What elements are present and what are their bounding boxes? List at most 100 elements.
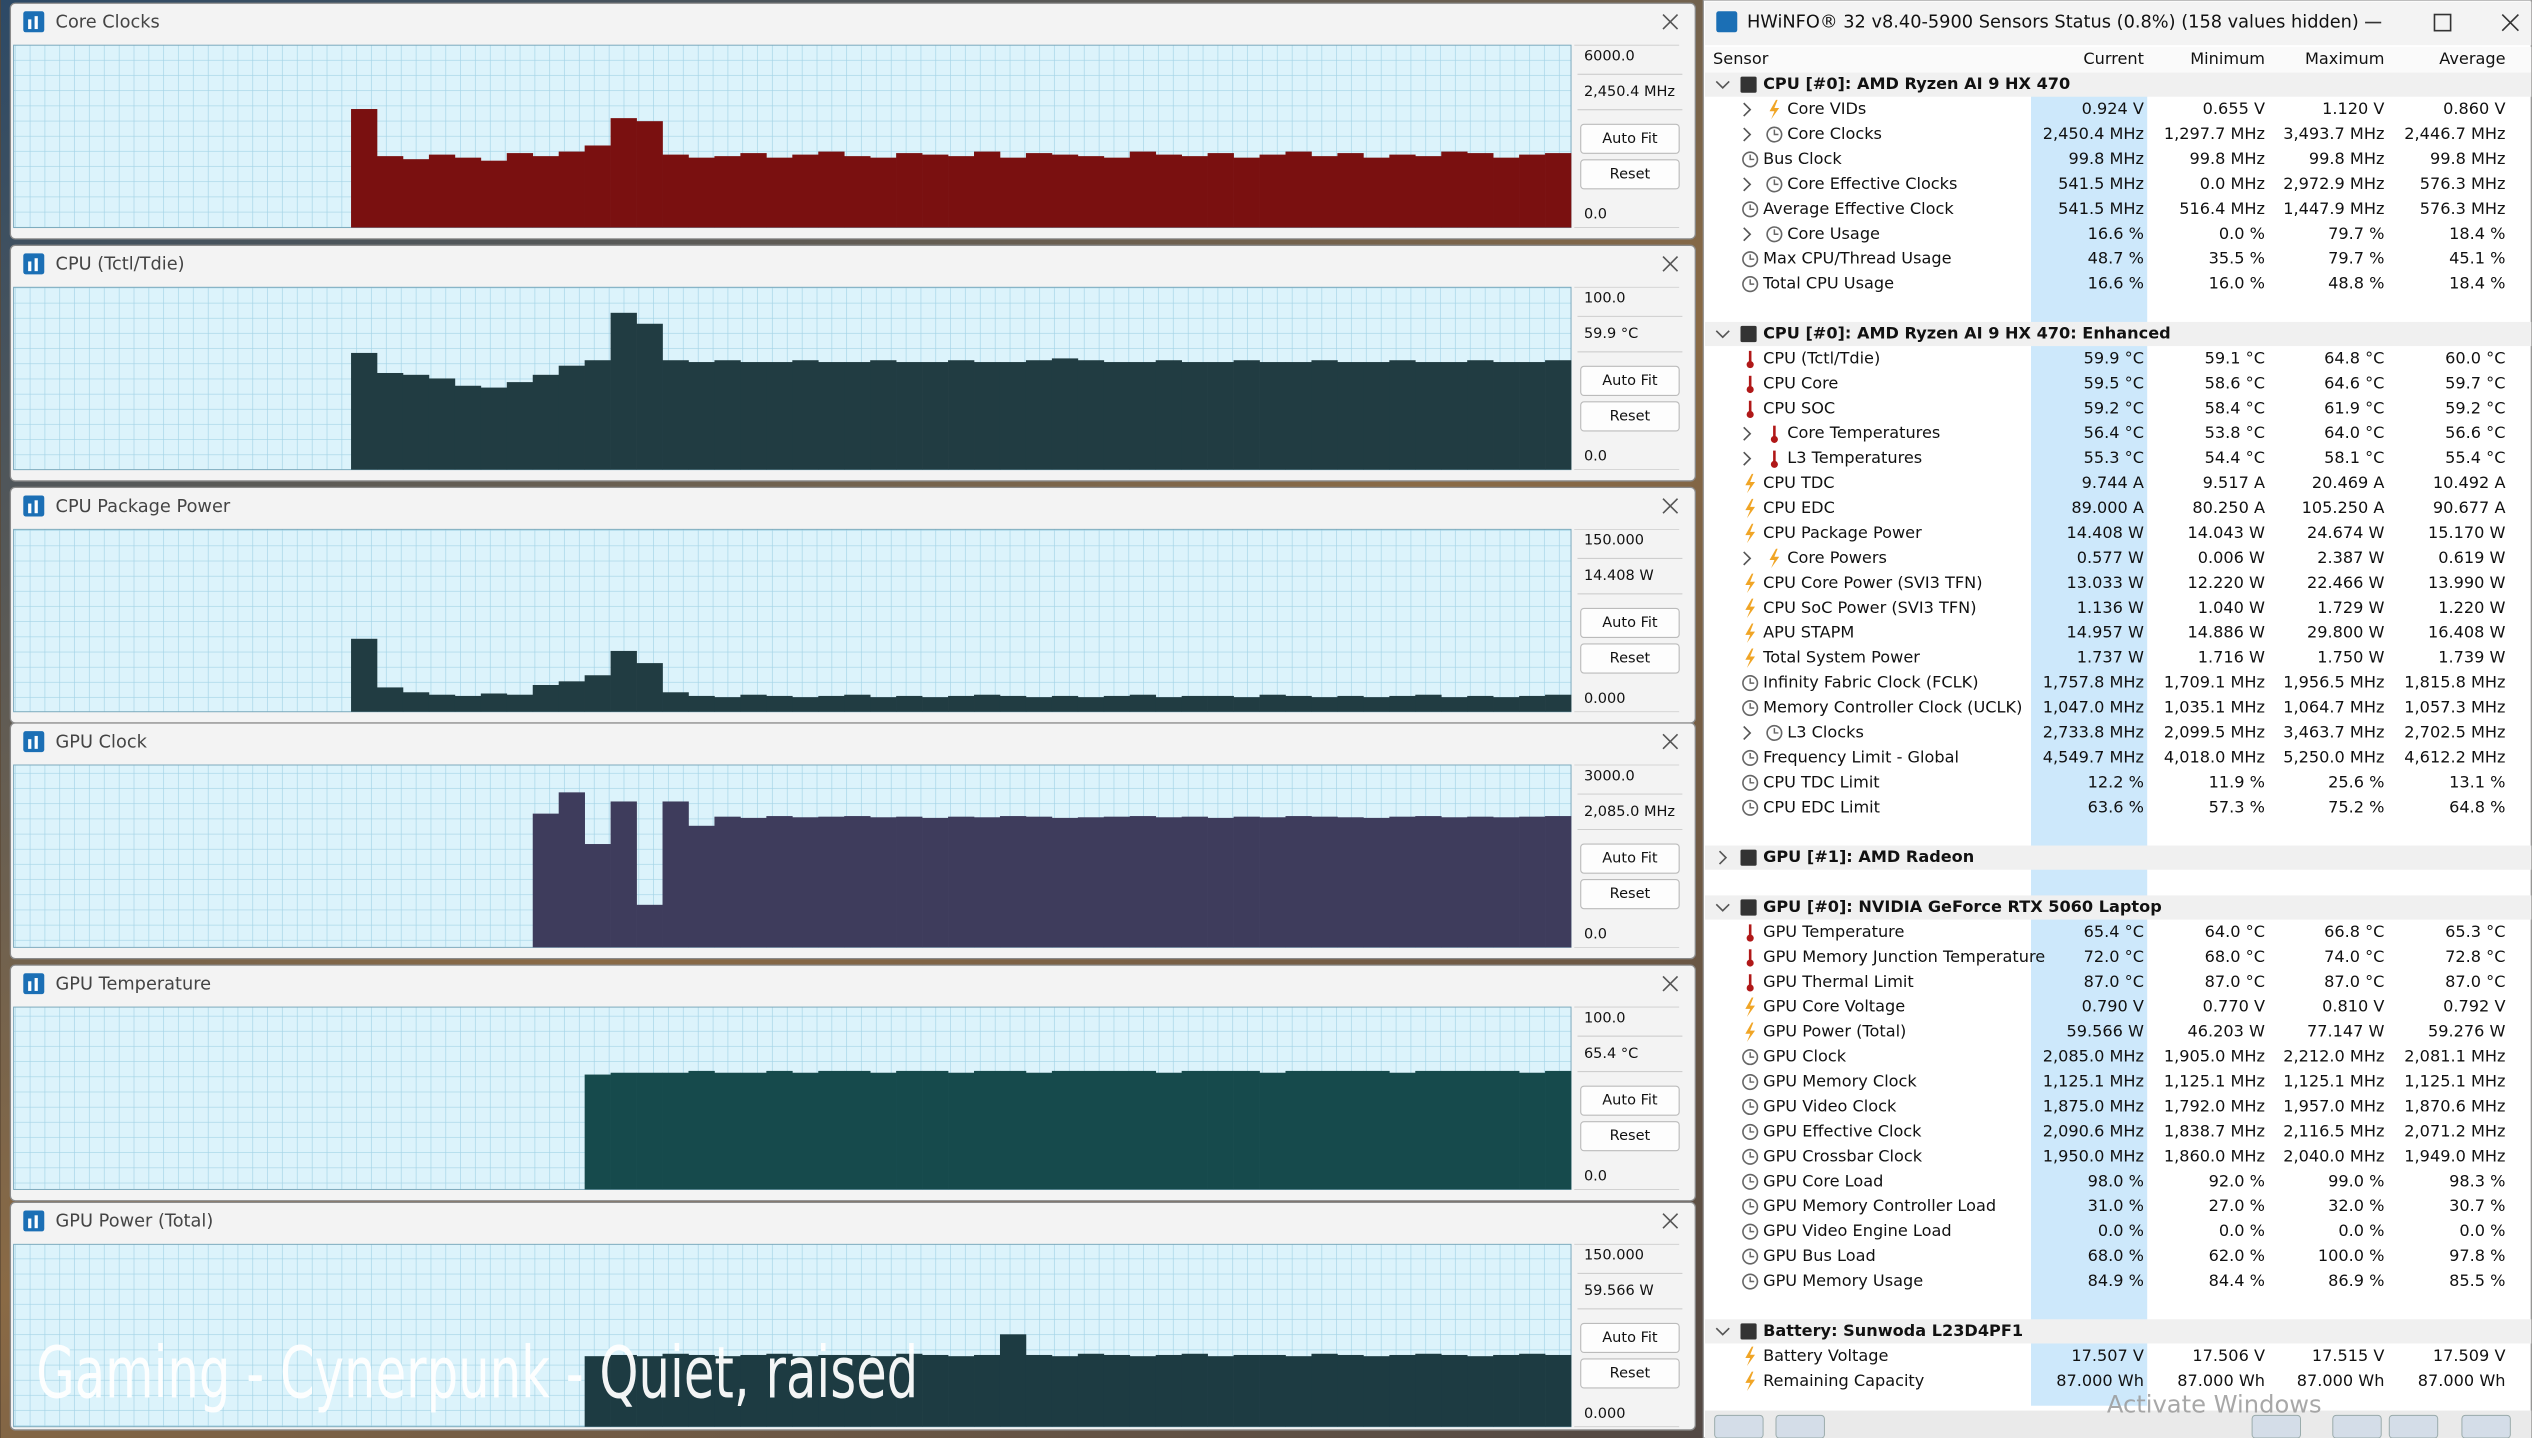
close-button[interactable] bbox=[1662, 975, 1679, 992]
sensor-name[interactable]: Battery Voltage bbox=[1763, 1346, 1888, 1365]
toolbar-button[interactable] bbox=[1714, 1414, 1764, 1438]
close-button[interactable] bbox=[1662, 733, 1679, 750]
expand-toggle[interactable] bbox=[1743, 426, 1752, 441]
expand-toggle[interactable] bbox=[1743, 177, 1752, 192]
graph-button-label[interactable]: Reset bbox=[1610, 650, 1651, 666]
expand-toggle[interactable] bbox=[1743, 127, 1752, 142]
sensor-name[interactable]: L3 Clocks bbox=[1787, 722, 1864, 741]
expand-toggle[interactable] bbox=[1743, 102, 1752, 117]
sensor-name[interactable]: Frequency Limit - Global bbox=[1763, 747, 1959, 766]
group-name[interactable]: GPU [#1]: AMD Radeon bbox=[1763, 847, 1974, 866]
graph-button-label[interactable]: Auto Fit bbox=[1602, 615, 1658, 631]
toolbar-button[interactable] bbox=[2461, 1414, 2511, 1438]
sensor-name[interactable]: Max CPU/Thread Usage bbox=[1763, 249, 1952, 268]
sensor-name[interactable]: Core Clocks bbox=[1787, 124, 1882, 143]
sensor-name[interactable]: Core Usage bbox=[1787, 224, 1880, 243]
column-header[interactable]: Average bbox=[2439, 49, 2505, 68]
column-header[interactable]: Minimum bbox=[2190, 49, 2265, 68]
sensor-name[interactable]: CPU SoC Power (SVI3 TFN) bbox=[1763, 598, 1976, 617]
group-name[interactable]: GPU [#0]: NVIDIA GeForce RTX 5060 Laptop bbox=[1763, 897, 2162, 916]
sensor-name[interactable]: CPU Core Power (SVI3 TFN) bbox=[1763, 573, 1982, 592]
graph-button[interactable] bbox=[1580, 643, 1680, 674]
sensor-name[interactable]: GPU Video Engine Load bbox=[1763, 1221, 1952, 1240]
graph-button[interactable] bbox=[1580, 879, 1680, 910]
graph-button-label[interactable]: Auto Fit bbox=[1602, 373, 1658, 389]
graph-button[interactable] bbox=[1580, 1085, 1680, 1116]
group-name[interactable]: CPU [#0]: AMD Ryzen AI 9 HX 470 bbox=[1763, 74, 2070, 93]
expand-toggle[interactable] bbox=[1743, 451, 1752, 466]
sensor-name[interactable]: Core Effective Clocks bbox=[1787, 174, 1957, 193]
sensor-name[interactable]: CPU SOC bbox=[1763, 398, 1835, 417]
graph-button-label[interactable]: Auto Fit bbox=[1602, 1093, 1658, 1109]
sensor-name[interactable]: CPU EDC Limit bbox=[1763, 797, 1880, 816]
sensor-name[interactable]: CPU TDC Limit bbox=[1763, 772, 1880, 791]
toolbar-button[interactable] bbox=[1775, 1414, 1825, 1438]
graph-button-label[interactable]: Auto Fit bbox=[1602, 1330, 1658, 1346]
sensor-name[interactable]: CPU EDC bbox=[1763, 498, 1835, 517]
sensor-name[interactable]: GPU Bus Load bbox=[1763, 1246, 1876, 1265]
column-header[interactable]: Maximum bbox=[2305, 49, 2384, 68]
sensor-name[interactable]: GPU Thermal Limit bbox=[1763, 972, 1914, 991]
expand-toggle[interactable] bbox=[1715, 1327, 1730, 1336]
graph-button-label[interactable]: Reset bbox=[1610, 1128, 1651, 1144]
graph-button[interactable] bbox=[1580, 401, 1680, 432]
maximize-button[interactable] bbox=[2433, 13, 2452, 32]
close-button[interactable] bbox=[2501, 13, 2519, 32]
graph-button[interactable] bbox=[1580, 123, 1680, 154]
sensor-name[interactable]: CPU Package Power bbox=[1763, 523, 1922, 542]
graph-button[interactable] bbox=[1580, 159, 1680, 190]
toolbar-button[interactable] bbox=[2388, 1414, 2439, 1438]
sensor-name[interactable]: Core VIDs bbox=[1787, 99, 1866, 118]
expand-toggle[interactable] bbox=[1743, 725, 1752, 740]
sensor-name[interactable]: GPU Core Load bbox=[1763, 1171, 1883, 1190]
sensor-name[interactable]: GPU Memory Junction Temperature bbox=[1763, 947, 2045, 966]
graph-button-label[interactable]: Reset bbox=[1610, 886, 1651, 902]
sensor-name[interactable]: CPU Core bbox=[1763, 373, 1838, 392]
graph-button[interactable] bbox=[1580, 1358, 1680, 1389]
sensor-name[interactable]: GPU Effective Clock bbox=[1763, 1121, 1922, 1140]
group-name[interactable]: CPU [#0]: AMD Ryzen AI 9 HX 470: Enhance… bbox=[1763, 324, 2171, 343]
sensor-name[interactable]: GPU Crossbar Clock bbox=[1763, 1146, 1923, 1165]
sensor-name[interactable]: GPU Video Clock bbox=[1763, 1096, 1897, 1115]
expand-toggle[interactable] bbox=[1715, 330, 1730, 339]
graph-button-label[interactable]: Auto Fit bbox=[1602, 851, 1658, 867]
sensor-name[interactable]: Total CPU Usage bbox=[1762, 274, 1894, 293]
expand-toggle[interactable] bbox=[1743, 551, 1752, 566]
sensor-name[interactable]: L3 Temperatures bbox=[1787, 448, 1922, 467]
graph-button[interactable] bbox=[1580, 1121, 1680, 1152]
close-button[interactable] bbox=[1662, 256, 1679, 272]
graph-button-label[interactable]: Reset bbox=[1610, 408, 1651, 424]
graph-button[interactable] bbox=[1580, 1322, 1680, 1354]
sensor-name[interactable]: Infinity Fabric Clock (FCLK) bbox=[1763, 673, 1978, 692]
sensor-name[interactable]: Core Temperatures bbox=[1787, 423, 1940, 442]
sensor-name[interactable]: GPU Temperature bbox=[1763, 922, 1904, 941]
sensor-name[interactable]: GPU Power (Total) bbox=[1763, 1022, 1906, 1041]
close-button[interactable] bbox=[1662, 13, 1679, 30]
sensor-name[interactable]: GPU Clock bbox=[1763, 1047, 1847, 1066]
sensor-name[interactable]: GPU Memory Controller Load bbox=[1763, 1196, 1996, 1215]
expand-toggle[interactable] bbox=[1715, 903, 1730, 912]
graph-button-label[interactable]: Reset bbox=[1610, 1365, 1651, 1381]
graph-button[interactable] bbox=[1580, 843, 1680, 874]
sensor-name[interactable]: Total System Power bbox=[1762, 648, 1920, 667]
expand-toggle[interactable] bbox=[1743, 227, 1752, 242]
sensor-name[interactable]: CPU TDC bbox=[1763, 473, 1834, 492]
graph-button[interactable] bbox=[1580, 365, 1680, 396]
close-button[interactable] bbox=[1662, 1213, 1679, 1229]
graph-button-label[interactable]: Auto Fit bbox=[1602, 131, 1658, 147]
toolbar-button[interactable] bbox=[2251, 1414, 2302, 1438]
close-button[interactable] bbox=[1662, 498, 1679, 514]
graph-button[interactable] bbox=[1580, 607, 1680, 639]
sensor-name[interactable]: GPU Memory Usage bbox=[1763, 1271, 1923, 1290]
sensor-name[interactable]: Core Powers bbox=[1787, 548, 1887, 567]
sensor-name[interactable]: APU STAPM bbox=[1763, 623, 1854, 642]
column-header[interactable]: Current bbox=[2083, 49, 2144, 68]
expand-toggle[interactable] bbox=[1718, 850, 1728, 865]
sensor-name[interactable]: Bus Clock bbox=[1763, 149, 1842, 168]
expand-toggle[interactable] bbox=[1715, 80, 1730, 90]
sensor-name[interactable]: Average Effective Clock bbox=[1763, 199, 1954, 218]
sensor-name[interactable]: Memory Controller Clock (UCLK) bbox=[1763, 698, 2022, 717]
sensor-name[interactable]: GPU Core Voltage bbox=[1763, 997, 1905, 1016]
sensor-name[interactable]: GPU Memory Clock bbox=[1763, 1072, 1917, 1091]
sensor-name[interactable]: CPU (Tctl/Tdie) bbox=[1763, 348, 1880, 367]
